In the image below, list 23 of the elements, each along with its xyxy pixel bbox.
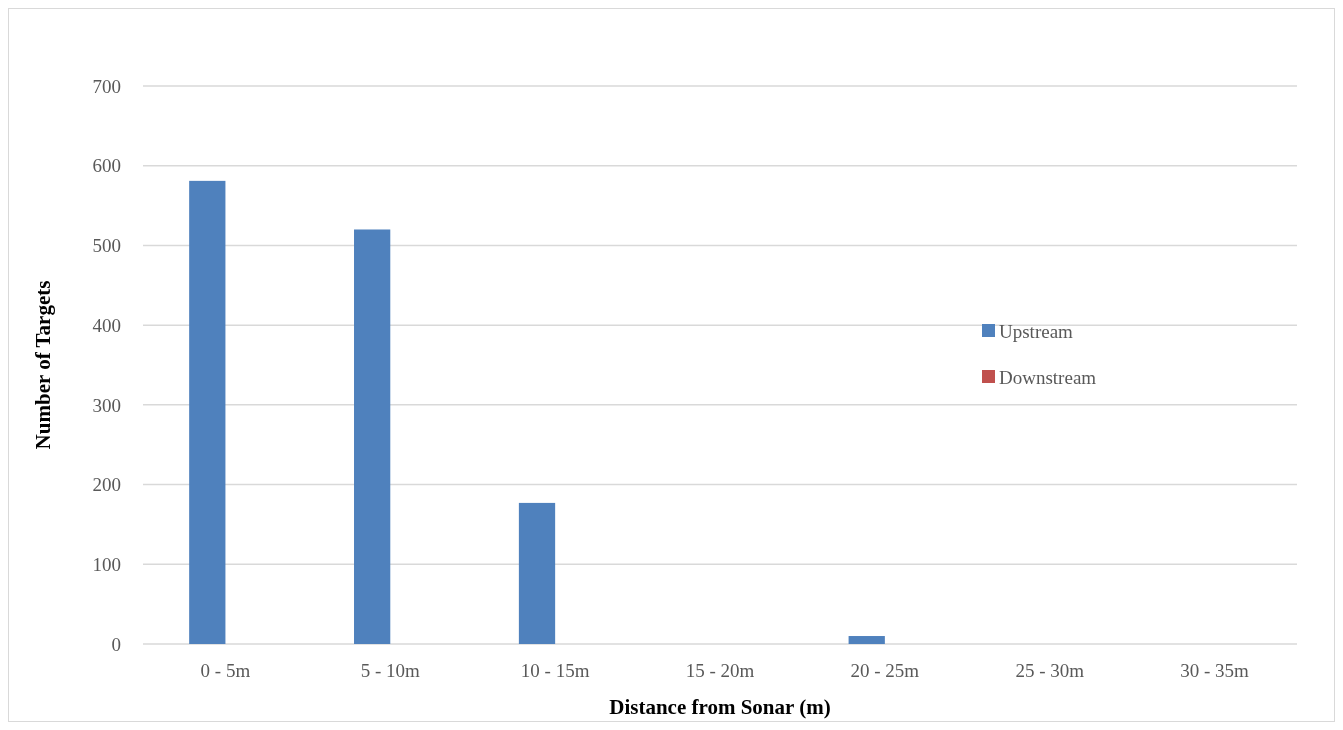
y-tick-label: 100 <box>92 553 121 575</box>
y-tick-label: 0 <box>111 633 121 655</box>
bar <box>518 502 556 644</box>
y-tick-label: 300 <box>92 394 121 416</box>
y-tick-label: 700 <box>92 75 121 97</box>
y-tick-label: 500 <box>92 235 121 257</box>
x-tick-label: 0 - 5m <box>200 660 251 681</box>
y-axis-title: Number of Targets <box>31 280 55 450</box>
legend-label: Upstream <box>999 320 1074 342</box>
x-tick-label: 10 - 15m <box>520 660 590 681</box>
x-tick-label: 5 - 10m <box>360 660 421 681</box>
y-tick-label: 400 <box>92 314 121 336</box>
x-tick-label: 15 - 20m <box>685 660 755 681</box>
y-tick-label: 600 <box>92 155 121 177</box>
x-axis-title: Distance from Sonar (m) <box>609 695 831 719</box>
bar <box>189 180 226 644</box>
legend-label: Downstream <box>999 366 1097 388</box>
bar <box>848 636 885 644</box>
x-tick-label: 25 - 30m <box>1015 660 1085 681</box>
bar <box>354 229 391 644</box>
x-tick-label: 30 - 35m <box>1180 660 1250 681</box>
x-tick-label: 20 - 25m <box>850 660 920 681</box>
y-tick-label: 200 <box>92 474 121 496</box>
